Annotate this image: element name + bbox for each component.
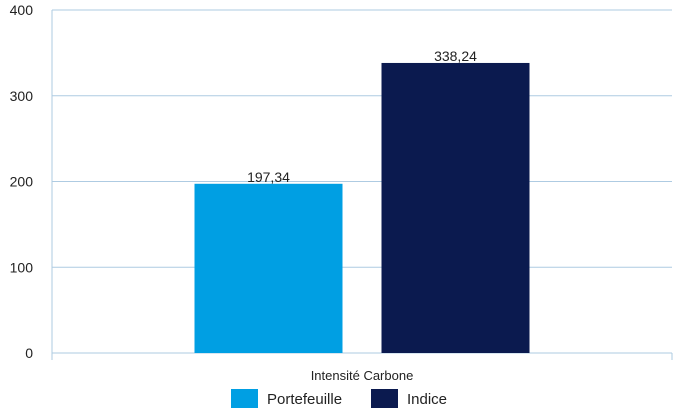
y-tick-label-0: 0 <box>25 345 33 361</box>
y-tick-label-200: 200 <box>10 174 34 190</box>
legend-swatch-portefeuille <box>231 389 258 408</box>
legend-swatch-indice <box>371 389 398 408</box>
legend: Portefeuille Indice <box>231 389 447 408</box>
x-category-label: Intensité Carbone <box>311 368 414 383</box>
bar-portefeuille <box>194 183 343 353</box>
legend-label-portefeuille: Portefeuille <box>267 391 342 408</box>
legend-label-indice: Indice <box>407 391 447 408</box>
gridlines <box>51 9 673 360</box>
y-axis-ticks: 0 100 200 300 400 <box>10 2 34 361</box>
data-label-portefeuille: 197,34 <box>247 169 290 185</box>
bars <box>194 62 530 354</box>
data-labels: 197,34 338,24 <box>247 48 477 185</box>
y-tick-label-300: 300 <box>10 88 34 104</box>
data-label-indice: 338,24 <box>434 48 477 64</box>
y-tick-label-400: 400 <box>10 2 34 18</box>
bar-indice <box>381 62 530 354</box>
y-tick-label-100: 100 <box>10 259 34 275</box>
